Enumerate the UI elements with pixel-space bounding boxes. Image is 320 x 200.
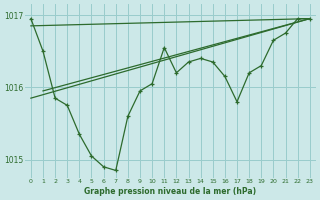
X-axis label: Graphe pression niveau de la mer (hPa): Graphe pression niveau de la mer (hPa)	[84, 187, 256, 196]
